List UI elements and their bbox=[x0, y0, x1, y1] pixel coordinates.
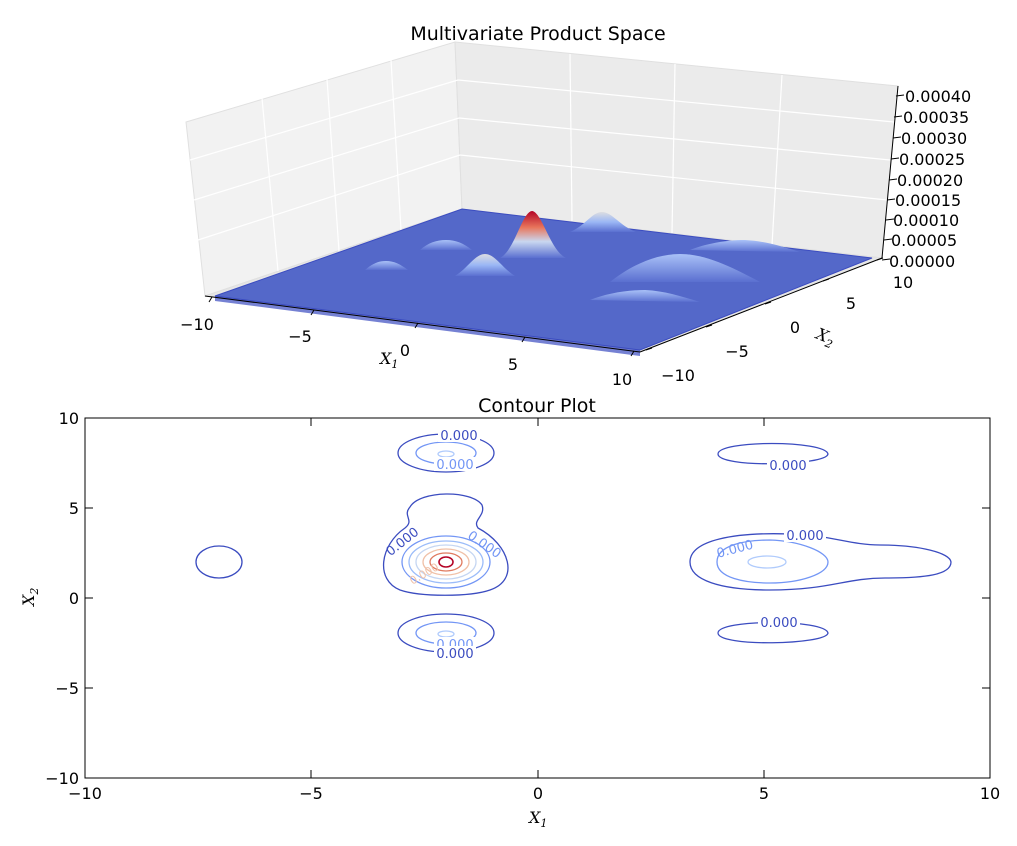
contour-ring bbox=[422, 548, 470, 576]
x-tick-label: 5 bbox=[508, 355, 518, 374]
contour-ring bbox=[415, 544, 477, 580]
y-tick-label: 0 bbox=[790, 318, 800, 337]
contour-ring bbox=[689, 533, 952, 591]
surface-base bbox=[214, 208, 873, 351]
z-tick-label: 0.00030 bbox=[901, 129, 967, 148]
y-tick-label: 10 bbox=[893, 273, 913, 292]
contour-x-tick-label: 5 bbox=[759, 784, 769, 803]
z-tick-label: 0.00020 bbox=[897, 171, 963, 190]
contour-title: Contour Plot bbox=[478, 395, 596, 417]
contour-ring bbox=[438, 556, 454, 568]
contour-y-tick-label: −10 bbox=[45, 769, 79, 788]
contour-ring bbox=[401, 535, 491, 589]
z-tick-label: 0.00025 bbox=[899, 150, 965, 169]
z-tick-label: 0.00015 bbox=[895, 191, 961, 210]
surface-chart: Multivariate Product Space bbox=[180, 23, 971, 389]
z-tick-label: 0.00005 bbox=[891, 231, 957, 250]
contour-y-tick-label: 0 bbox=[69, 589, 79, 608]
contour-ring bbox=[383, 493, 509, 596]
y-tick-label: −5 bbox=[725, 342, 749, 361]
peak-right-mid bbox=[610, 254, 760, 282]
peak-front bbox=[455, 254, 515, 276]
contour-level-label: 0.000 bbox=[769, 459, 806, 474]
contour-ring bbox=[717, 442, 829, 465]
contour-y-label: X2 bbox=[19, 588, 41, 608]
peak-main bbox=[500, 211, 566, 258]
contour-level-label: 0.000 bbox=[786, 529, 823, 544]
peak-right-back bbox=[690, 240, 800, 252]
x-tick-label: 10 bbox=[612, 370, 632, 389]
x-axis-line bbox=[204, 295, 641, 353]
contour-level-label: 0.000 bbox=[436, 458, 473, 473]
z-tick-label: 0.00035 bbox=[903, 108, 969, 127]
contour-ring bbox=[429, 552, 463, 572]
y-tick-label: 5 bbox=[846, 294, 856, 313]
y-axis-line bbox=[639, 257, 883, 353]
contour-ring bbox=[716, 539, 829, 584]
x-tick-label: −5 bbox=[288, 327, 312, 346]
contour-x-tick-label: −5 bbox=[299, 784, 323, 803]
contour-x-tick-label: −10 bbox=[68, 784, 102, 803]
peak-left bbox=[365, 261, 408, 270]
contour-plot-area bbox=[84, 417, 991, 779]
contour-y-tick-label: 5 bbox=[69, 499, 79, 518]
pane-grid bbox=[189, 53, 895, 272]
surface-x-label: X1 bbox=[378, 349, 398, 371]
z-tick-label: 0.00010 bbox=[893, 211, 959, 230]
contour-x-tick-label: 0 bbox=[533, 784, 543, 803]
z-tick-label: 0.00000 bbox=[889, 252, 955, 271]
contour-ring bbox=[717, 621, 829, 644]
x-tick-label: 0 bbox=[400, 341, 410, 360]
surface-y-label: X2 bbox=[811, 323, 838, 351]
contour-ring bbox=[747, 555, 787, 569]
surface-title: Multivariate Product Space bbox=[410, 23, 665, 45]
contour-chart: Contour Plot −10 −5 0 5 10 10 5 bbox=[19, 395, 1000, 830]
y-tick-label: −10 bbox=[661, 366, 695, 385]
peak-back bbox=[570, 212, 636, 232]
contour-level-label: 0.000 bbox=[440, 429, 477, 444]
contour-ring bbox=[195, 545, 243, 579]
z-tick-label: 0.00040 bbox=[905, 87, 971, 106]
x-tick-label: −10 bbox=[180, 315, 214, 334]
contour-ring bbox=[408, 540, 484, 584]
peak-right-front bbox=[590, 290, 700, 302]
contour-y-tick-label: 10 bbox=[59, 409, 79, 428]
contour-x-tick-label: 10 bbox=[980, 784, 1000, 803]
contour-y-tick-label: −5 bbox=[55, 679, 79, 698]
z-axis-line bbox=[881, 85, 899, 259]
contour-level-label: 0.000 bbox=[436, 647, 473, 662]
contour-level-label: 0.000 bbox=[760, 616, 797, 631]
contour-x-label: X1 bbox=[527, 808, 547, 830]
